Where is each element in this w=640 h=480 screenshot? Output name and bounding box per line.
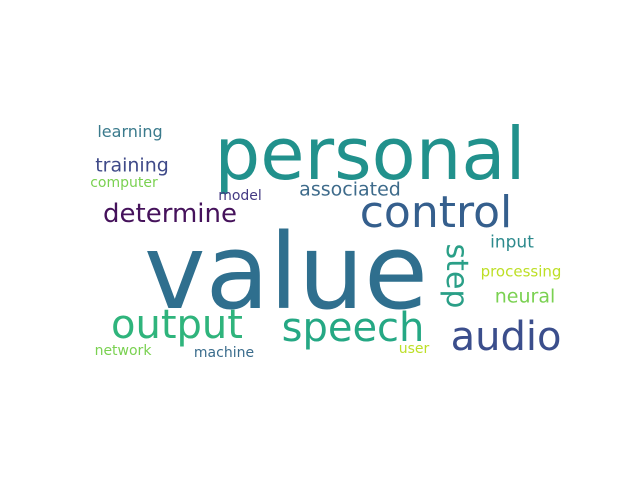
word-network: network — [95, 344, 152, 358]
word-step: step — [441, 244, 471, 309]
word-processing: processing — [481, 265, 562, 280]
word-input: input — [490, 235, 534, 252]
word-determine: determine — [103, 201, 237, 227]
word-neural: neural — [495, 288, 556, 307]
word-machine: machine — [194, 346, 254, 360]
word-model: model — [218, 189, 262, 203]
word-computer: computer — [90, 176, 158, 190]
word-training: training — [95, 157, 169, 176]
word-learning: learning — [97, 124, 162, 140]
word-output: output — [111, 305, 243, 345]
word-audio: audio — [451, 317, 562, 357]
word-user: user — [399, 342, 430, 356]
word-associated: associated — [299, 181, 401, 200]
